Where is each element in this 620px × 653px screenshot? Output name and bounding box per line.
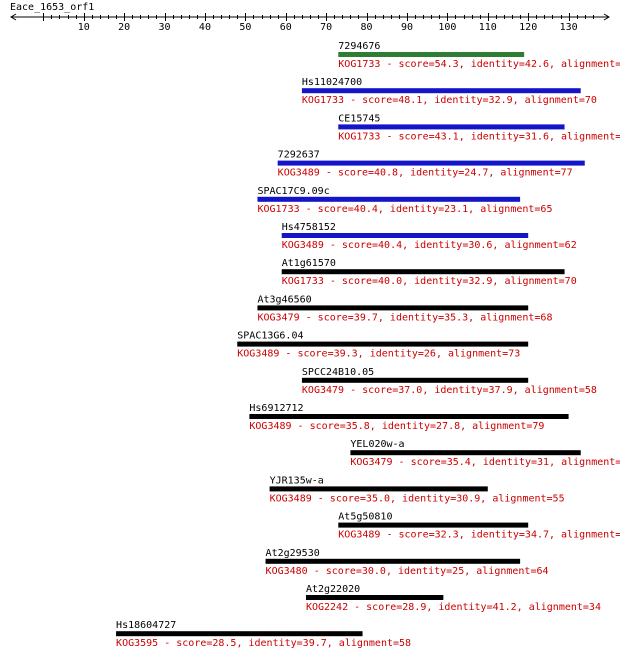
hit-name: At5g50810 xyxy=(338,512,392,523)
hit-description: KOG1733 - score=43.1, identity=31.6, ali… xyxy=(338,131,620,142)
x-tick-label: 100 xyxy=(438,22,456,33)
x-tick-label: 90 xyxy=(401,22,413,33)
hit-description: KOG1733 - score=48.1, identity=32.9, ali… xyxy=(302,95,597,106)
hit-bar xyxy=(281,269,565,275)
hit-name: Hs6912712 xyxy=(249,403,303,414)
hit-bar xyxy=(338,522,529,528)
hit-name: 7292637 xyxy=(278,150,320,161)
hit-row: Hs6912712 KOG3489 - score=35.8, identity=… xyxy=(249,403,569,432)
hit-name: SPAC17C9.09c xyxy=(257,186,329,197)
hit-bar xyxy=(277,160,585,166)
hit-bar xyxy=(265,558,521,564)
axis-arrow-right xyxy=(603,13,610,21)
hit-row: YEL020w-a KOG3479 - score=35.4, identity=… xyxy=(350,439,620,468)
hit-bar xyxy=(237,341,529,347)
hits: 7294676 KOG1733 - score=54.3, identity=42… xyxy=(116,41,620,649)
hit-name: YJR135w-a xyxy=(270,475,324,486)
hit-bar xyxy=(301,88,581,94)
hit-description: KOG3479 - score=39.7, identity=35.3, ali… xyxy=(257,312,552,323)
hit-row: 7292637 KOG3489 - score=40.8, identity=24… xyxy=(277,150,585,179)
hit-row: Hs18604727 KOG3595 - score=28.5, identity… xyxy=(116,620,411,649)
hit-description: KOG3489 - score=39.3, identity=26, align… xyxy=(237,349,520,360)
hit-name: At2g29530 xyxy=(266,548,320,559)
hit-row: Hs4758152 KOG3489 - score=40.4, identity=… xyxy=(281,222,577,251)
chart-title: Eace_1653_orf1 xyxy=(10,2,94,13)
hit-name: 7294676 xyxy=(338,41,380,52)
hit-description: KOG3489 - score=32.3, identity=34.7, ali… xyxy=(338,530,620,541)
hit-row: SPCC24B10.05 KOG3479 - score=37.0, identi… xyxy=(301,367,597,396)
hit-row: CE15745 KOG1733 - score=43.1, identity=31… xyxy=(338,113,620,142)
hit-description: KOG3595 - score=28.5, identity=39.7, ali… xyxy=(116,638,411,649)
hit-bar xyxy=(281,233,529,238)
x-axis: 10 20 30 40 50 60 70 80 90 100 110 120 130 xyxy=(10,13,610,33)
hit-name: SPCC24B10.05 xyxy=(302,367,374,378)
hit-description: KOG3489 - score=35.0, identity=30.9, ali… xyxy=(270,493,565,504)
hit-row: SPAC17C9.09c KOG1733 - score=40.4, identi… xyxy=(257,186,552,215)
hit-description: KOG1733 - score=40.4, identity=23.1, ali… xyxy=(257,204,552,215)
x-tick-label: 60 xyxy=(280,22,292,33)
hit-bar xyxy=(249,414,569,419)
hit-bar xyxy=(116,631,363,637)
hit-name: Hs4758152 xyxy=(282,222,336,233)
x-tick-label: 40 xyxy=(199,22,211,33)
hit-name: At1g61570 xyxy=(282,258,336,269)
hit-name: CE15745 xyxy=(338,113,380,124)
hit-row: YJR135w-a KOG3489 - score=35.0, identity=… xyxy=(269,475,565,504)
hit-row: SPAC13G6.04 KOG3489 - score=39.3, identit… xyxy=(237,331,529,360)
hit-row: At3g46560 KOG3479 - score=39.7, identity=… xyxy=(257,294,552,323)
hit-name: At3g46560 xyxy=(257,294,311,305)
hit-description: KOG3479 - score=37.0, identity=37.9, ali… xyxy=(302,385,597,396)
hit-description: KOG1733 - score=54.3, identity=42.6, ali… xyxy=(338,59,620,70)
hit-description: KOG3489 - score=35.8, identity=27.8, ali… xyxy=(249,421,544,432)
x-tick-label: 30 xyxy=(159,22,171,33)
hit-description: KOG1733 - score=40.0, identity=32.9, ali… xyxy=(282,276,577,287)
x-tick-label: 110 xyxy=(479,22,497,33)
hit-row: At2g29530 KOG3480 - score=30.0, identity=… xyxy=(265,548,549,577)
hit-name: SPAC13G6.04 xyxy=(237,331,303,342)
hit-name: At2g22020 xyxy=(306,584,360,595)
hit-description: KOG3480 - score=30.0, identity=25, align… xyxy=(266,566,549,577)
hit-bar xyxy=(338,52,525,57)
hit-name: YEL020w-a xyxy=(350,439,404,450)
x-tick-label: 130 xyxy=(560,22,578,33)
hit-row: At2g22020 KOG2242 - score=28.9, identity=… xyxy=(305,584,601,613)
hit-description: KOG3489 - score=40.4, identity=30.6, ali… xyxy=(282,240,577,251)
hit-description: KOG3479 - score=35.4, identity=31, align… xyxy=(350,457,620,468)
hit-bar xyxy=(301,377,529,383)
x-tick-label: 120 xyxy=(519,22,537,33)
x-tick-label: 10 xyxy=(78,22,90,33)
hit-bar xyxy=(257,196,521,202)
hit-description: KOG3489 - score=40.8, identity=24.7, ali… xyxy=(278,168,573,179)
hit-name: Hs11024700 xyxy=(302,77,362,88)
hit-bar xyxy=(269,486,488,492)
hit-bar xyxy=(338,124,565,130)
hit-row: At1g61570 KOG1733 - score=40.0, identity=… xyxy=(281,258,577,287)
hit-bar xyxy=(257,305,529,311)
hit-row: At5g50810 KOG3489 - score=32.3, identity=… xyxy=(338,512,620,541)
hit-bar xyxy=(350,450,581,456)
hit-bar xyxy=(305,595,444,600)
x-tick-label: 20 xyxy=(118,22,130,33)
hit-description: KOG2242 - score=28.9, identity=41.2, ali… xyxy=(306,602,601,613)
x-tick-label: 80 xyxy=(361,22,373,33)
x-tick-label: 70 xyxy=(320,22,332,33)
hit-name: Hs18604727 xyxy=(116,620,176,631)
hit-row: Hs11024700 KOG1733 - score=48.1, identity… xyxy=(301,77,597,106)
x-tick-label: 50 xyxy=(239,22,251,33)
axis-arrow-left xyxy=(10,13,17,21)
hit-row: 7294676 KOG1733 - score=54.3, identity=42… xyxy=(338,41,620,70)
